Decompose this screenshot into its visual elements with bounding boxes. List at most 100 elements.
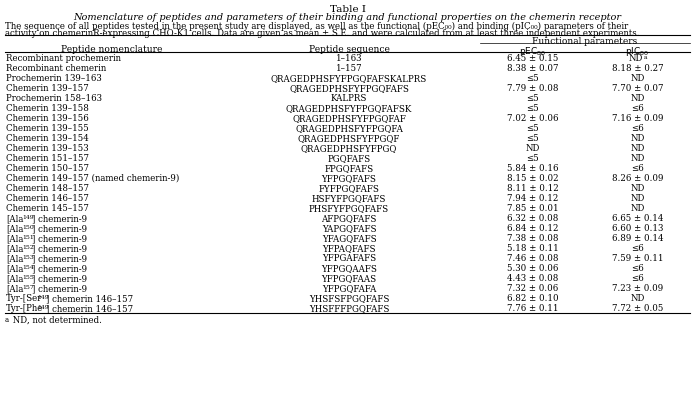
Text: $\mathrm{pEC_{80}}$: $\mathrm{pEC_{80}}$ (518, 45, 546, 58)
Text: 7.02 ± 0.06: 7.02 ± 0.06 (507, 114, 558, 123)
Text: ND: ND (630, 204, 645, 213)
Text: ≤5: ≤5 (526, 154, 539, 163)
Text: ] chemerin-9: ] chemerin-9 (32, 284, 87, 293)
Text: The sequence of all peptides tested in the present study are displayed, as well : The sequence of all peptides tested in t… (5, 22, 628, 31)
Text: QRAGEDPHSFYFPGQFA: QRAGEDPHSFYFPGQFA (295, 124, 403, 133)
Text: Tyr-[Phe: Tyr-[Phe (6, 304, 43, 313)
Text: Chemerin 139–156: Chemerin 139–156 (6, 114, 89, 123)
Text: 7.70 ± 0.07: 7.70 ± 0.07 (612, 84, 663, 93)
Text: FYFPGQFAFS: FYFPGQFAFS (318, 184, 379, 193)
Text: 7.79 ± 0.08: 7.79 ± 0.08 (507, 84, 558, 93)
Text: 6.60 ± 0.13: 6.60 ± 0.13 (612, 224, 663, 233)
Text: Chemerin 149–157 (named chemerin-9): Chemerin 149–157 (named chemerin-9) (6, 174, 179, 183)
Text: ≤5: ≤5 (526, 134, 539, 143)
Text: ≤5: ≤5 (526, 94, 539, 103)
Text: ] chemerin-9: ] chemerin-9 (32, 244, 87, 253)
Text: AFPGQFAFS: AFPGQFAFS (321, 214, 377, 223)
Text: ND, not determined.: ND, not determined. (10, 316, 102, 325)
Text: 5.84 ± 0.16: 5.84 ± 0.16 (507, 164, 558, 173)
Text: Chemerin 145–157: Chemerin 145–157 (6, 204, 89, 213)
Text: ND: ND (630, 134, 645, 143)
Text: ≤6: ≤6 (631, 124, 644, 133)
Text: Chemerin 139–158: Chemerin 139–158 (6, 104, 89, 113)
Text: Prochemerin 139–163: Prochemerin 139–163 (6, 74, 101, 83)
Text: activity on chemerinR-expressing CHO-K1 cells. Data are given as mean ± S.E. and: activity on chemerinR-expressing CHO-K1 … (5, 29, 639, 38)
Text: QRAGEDPHSFYFPGQ: QRAGEDPHSFYFPGQ (301, 144, 397, 153)
Text: YFPGQAAFS: YFPGQAAFS (321, 264, 377, 273)
Text: 7.94 ± 0.12: 7.94 ± 0.12 (507, 194, 558, 203)
Text: 1–163: 1–163 (336, 54, 362, 63)
Text: 149: 149 (22, 215, 33, 220)
Text: [Ala: [Ala (6, 254, 24, 263)
Text: YFPAQFAFS: YFPAQFAFS (322, 244, 376, 253)
Text: PHSFYFPGQFAFS: PHSFYFPGQFAFS (309, 204, 389, 213)
Text: 6.89 ± 0.14: 6.89 ± 0.14 (612, 234, 663, 243)
Text: ND: ND (630, 144, 645, 153)
Text: [Ala: [Ala (6, 284, 24, 293)
Text: Chemerin 139–153: Chemerin 139–153 (6, 144, 89, 153)
Text: ND: ND (630, 194, 645, 203)
Text: KALPRS: KALPRS (331, 94, 367, 103)
Text: ND: ND (630, 74, 645, 83)
Text: $\mathrm{pIC_{80}}$: $\mathrm{pIC_{80}}$ (626, 45, 650, 58)
Text: ND: ND (630, 294, 645, 303)
Text: Tyr-[Ser: Tyr-[Ser (6, 294, 42, 303)
Text: Recombinant prochemerin: Recombinant prochemerin (6, 54, 121, 63)
Text: 7.23 ± 0.09: 7.23 ± 0.09 (612, 284, 663, 293)
Text: 7.59 ± 0.11: 7.59 ± 0.11 (612, 254, 663, 263)
Text: Chemerin 151–157: Chemerin 151–157 (6, 154, 89, 163)
Text: 8.26 ± 0.09: 8.26 ± 0.09 (612, 174, 663, 183)
Text: 8.15 ± 0.02: 8.15 ± 0.02 (507, 174, 558, 183)
Text: ≤6: ≤6 (631, 244, 644, 253)
Text: QRAGEDPHSFYFPGQFAFSK: QRAGEDPHSFYFPGQFAFSK (286, 104, 412, 113)
Text: 8.18 ± 0.27: 8.18 ± 0.27 (612, 64, 663, 73)
Text: YFPGAFAFS: YFPGAFAFS (322, 254, 376, 263)
Text: Peptide nomenclature: Peptide nomenclature (61, 45, 162, 54)
Text: [Ala: [Ala (6, 244, 24, 253)
Text: 6.84 ± 0.12: 6.84 ± 0.12 (507, 224, 558, 233)
Text: ND: ND (628, 54, 643, 63)
Text: 151: 151 (22, 235, 34, 240)
Text: 155: 155 (22, 275, 34, 280)
Text: Table I: Table I (329, 5, 366, 14)
Text: ] chemerin 146–157: ] chemerin 146–157 (46, 304, 133, 313)
Text: 152: 152 (22, 245, 34, 250)
Text: ND: ND (630, 184, 645, 193)
Text: ND: ND (525, 144, 540, 153)
Text: 6.32 ± 0.08: 6.32 ± 0.08 (507, 214, 558, 223)
Text: Chemerin 139–157: Chemerin 139–157 (6, 84, 89, 93)
Text: 1–157: 1–157 (336, 64, 362, 73)
Text: 7.16 ± 0.09: 7.16 ± 0.09 (612, 114, 663, 123)
Text: [Ala: [Ala (6, 264, 24, 273)
Text: Recombinant chemerin: Recombinant chemerin (6, 64, 106, 73)
Text: ] chemerin-9: ] chemerin-9 (32, 254, 87, 263)
Text: 5.18 ± 0.11: 5.18 ± 0.11 (507, 244, 558, 253)
Text: 8.11 ± 0.12: 8.11 ± 0.12 (507, 184, 558, 193)
Text: a: a (5, 316, 9, 323)
Text: 5.30 ± 0.06: 5.30 ± 0.06 (507, 264, 558, 273)
Text: Functional parameters: Functional parameters (532, 37, 637, 46)
Text: Nomenclature of peptides and parameters of their binding and functional properti: Nomenclature of peptides and parameters … (74, 13, 621, 22)
Text: 6.65 ± 0.14: 6.65 ± 0.14 (612, 214, 663, 223)
Text: QRAGEDPHSFYFPGQFAFS: QRAGEDPHSFYFPGQFAFS (289, 84, 409, 93)
Text: Chemerin 139–155: Chemerin 139–155 (6, 124, 89, 133)
Text: 7.76 ± 0.11: 7.76 ± 0.11 (507, 304, 558, 313)
Text: a: a (644, 55, 647, 60)
Text: PGQFAFS: PGQFAFS (327, 154, 370, 163)
Text: Peptide sequence: Peptide sequence (309, 45, 389, 54)
Text: Chemerin 148–157: Chemerin 148–157 (6, 184, 89, 193)
Text: 7.46 ± 0.08: 7.46 ± 0.08 (507, 254, 558, 263)
Text: 150: 150 (22, 225, 34, 230)
Text: 153: 153 (22, 255, 34, 260)
Text: ] chemerin 146–157: ] chemerin 146–157 (46, 294, 133, 303)
Text: 149: 149 (37, 295, 49, 300)
Text: YFPGQFAFS: YFPGQFAFS (322, 174, 377, 183)
Text: 6.82 ± 0.10: 6.82 ± 0.10 (507, 294, 558, 303)
Text: ] chemerin-9: ] chemerin-9 (32, 274, 87, 283)
Text: 7.85 ± 0.01: 7.85 ± 0.01 (507, 204, 558, 213)
Text: 7.72 ± 0.05: 7.72 ± 0.05 (612, 304, 663, 313)
Text: 6.45 ± 0.15: 6.45 ± 0.15 (507, 54, 558, 63)
Text: ] chemerin-9: ] chemerin-9 (32, 234, 87, 243)
Text: Chemerin 146–157: Chemerin 146–157 (6, 194, 89, 203)
Text: YFAGQFAFS: YFAGQFAFS (322, 234, 376, 243)
